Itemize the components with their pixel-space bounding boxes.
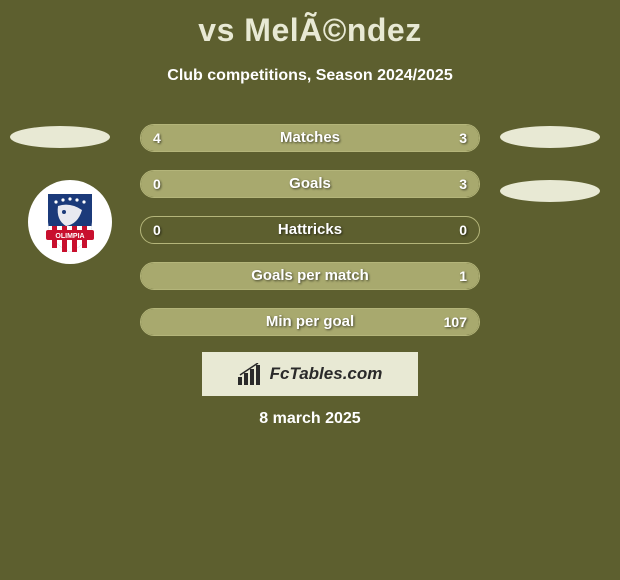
fctables-logo[interactable]: FcTables.com xyxy=(202,352,418,396)
stat-value-right: 3 xyxy=(459,125,467,151)
club-badge-svg: OLIMPIA xyxy=(28,180,112,264)
chart-icon xyxy=(238,363,264,385)
stat-row: 4Matches3 xyxy=(140,124,480,152)
stat-row: Min per goal107 xyxy=(140,308,480,336)
player-right-placeholder-1 xyxy=(500,126,600,148)
subtitle: Club competitions, Season 2024/2025 xyxy=(0,67,620,85)
stat-label: Goals xyxy=(141,171,479,197)
stat-value-right: 1 xyxy=(459,263,467,289)
stat-label: Goals per match xyxy=(141,263,479,289)
stat-row: Goals per match1 xyxy=(140,262,480,290)
stat-row: 0Hattricks0 xyxy=(140,216,480,244)
stat-value-right: 0 xyxy=(459,217,467,243)
page-title: vs MelÃ©ndez xyxy=(0,0,620,49)
date-label: 8 march 2025 xyxy=(0,410,620,428)
stat-label: Hattricks xyxy=(141,217,479,243)
stat-value-right: 3 xyxy=(459,171,467,197)
player-left-placeholder xyxy=(10,126,110,148)
badge-text: OLIMPIA xyxy=(55,233,84,240)
stats-container: 4Matches30Goals30Hattricks0Goals per mat… xyxy=(140,124,480,354)
player-right-placeholder-2 xyxy=(500,180,600,202)
stat-row: 0Goals3 xyxy=(140,170,480,198)
stat-value-right: 107 xyxy=(444,309,467,335)
stat-label: Matches xyxy=(141,125,479,151)
stat-label: Min per goal xyxy=(141,309,479,335)
club-badge: OLIMPIA xyxy=(28,180,112,264)
logo-text: FcTables.com xyxy=(270,364,383,384)
